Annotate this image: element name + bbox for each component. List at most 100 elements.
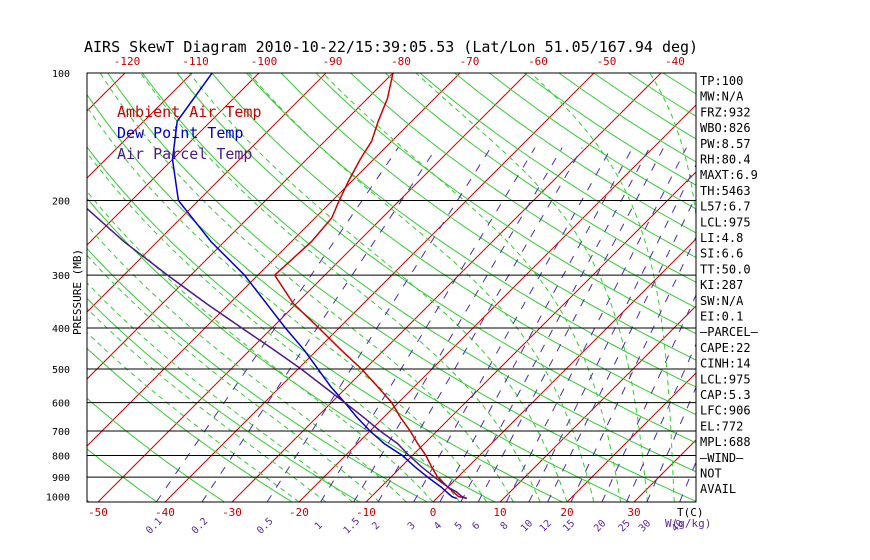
dry-adiabat <box>87 146 563 502</box>
dry-adiabat <box>0 73 22 502</box>
index-label: MAXT:6.9 <box>700 168 758 182</box>
mixing-ratio-line <box>377 147 583 502</box>
pressure-tick-label: 600 <box>52 399 70 410</box>
pressure-tick-label: 700 <box>52 427 70 438</box>
series-line-ambient-air-temp <box>273 73 467 500</box>
isotherm-line <box>0 73 58 502</box>
dry-adiabat <box>315 73 696 335</box>
mixing-ratio-tick-label: 25 <box>617 518 633 534</box>
bottom-temp-tick-label: -30 <box>222 506 242 519</box>
isotherm-line <box>87 73 327 313</box>
dry-adiabat <box>87 347 293 502</box>
top-temp-tick-label: -110 <box>182 55 209 68</box>
index-label: L57:6.7 <box>700 200 751 214</box>
legend-entry: Air Parcel Temp <box>117 145 252 163</box>
dry-adiabat <box>350 73 696 309</box>
isotherm-line <box>87 73 461 447</box>
dry-adiabat <box>87 297 360 502</box>
dry-adiabat <box>87 397 225 502</box>
mixing-ratio-line <box>201 147 437 502</box>
index-label: TH:5463 <box>700 184 751 198</box>
index-label: EL:772 <box>700 419 743 433</box>
dry-adiabat <box>107 73 696 502</box>
mixing-ratio-tick-label: 20 <box>592 518 608 534</box>
moist-adiabat <box>415 73 648 502</box>
mixing-ratio-line <box>266 147 492 502</box>
index-label: CAPE:22 <box>700 341 751 355</box>
isotherm-line <box>633 439 696 502</box>
isotherm-line <box>87 73 260 246</box>
dry-adiabat <box>523 73 696 186</box>
mixing-ratio-tick-label: 12 <box>538 518 554 534</box>
moist-adiabat <box>87 282 353 502</box>
top-temp-tick-label: -60 <box>528 55 548 68</box>
dry-adiabat <box>280 73 696 361</box>
mixing-ratio-tick-label: 2 <box>370 520 382 532</box>
dry-adiabat <box>176 73 696 444</box>
mixing-ratio-line <box>601 293 696 502</box>
legend-entry: Dew Point Temp <box>117 124 243 142</box>
pressure-tick-label: 900 <box>52 473 70 484</box>
bottom-temp-tick-label: 10 <box>493 506 506 519</box>
mixing-ratio-line <box>320 147 536 502</box>
dry-adiabat <box>454 73 696 234</box>
pressure-tick-label: 200 <box>52 197 70 208</box>
top-temp-tick-label: -80 <box>391 55 411 68</box>
isotherm-line <box>432 238 696 502</box>
top-temp-tick-label: -50 <box>597 55 617 68</box>
index-label: FRZ:932 <box>700 105 751 119</box>
bottom-temp-tick-label: -20 <box>289 506 309 519</box>
isotherm-line <box>768 73 870 502</box>
series-line-dew-point-temp <box>171 73 457 500</box>
index-label: MW:N/A <box>700 90 744 104</box>
moist-adiabat <box>87 106 488 502</box>
dry-adiabat <box>211 73 696 416</box>
bottom-temp-tick-label: 0 <box>430 506 437 519</box>
index-label: —WIND— <box>700 451 744 465</box>
legend: Ambient Air Temp Dew Point Temp Air Parcel… <box>117 103 262 163</box>
index-label: WBO:826 <box>700 121 751 135</box>
mixing-ratio-tick-label: 4 <box>432 520 444 532</box>
mixing-ratio-line <box>353 147 563 502</box>
moist-adiabat <box>87 254 380 502</box>
index-label: RH:80.4 <box>700 153 751 167</box>
moist-adiabat <box>322 73 622 502</box>
dry-adiabat <box>246 73 696 388</box>
top-temp-tick-label: -40 <box>665 55 685 68</box>
index-label: KI:287 <box>700 278 743 292</box>
index-label: SW:N/A <box>700 294 744 308</box>
dry-adiabat <box>87 448 158 502</box>
bottom-temp-tick-label: 30 <box>627 506 640 519</box>
index-label: PW:8.57 <box>700 137 751 151</box>
bottom-temp-tick-label: 20 <box>560 506 573 519</box>
moist-adiabat <box>248 73 595 502</box>
index-label: MPL:688 <box>700 435 751 449</box>
top-temp-tick-label: -100 <box>251 55 278 68</box>
mixing-ratio-line <box>155 147 399 502</box>
dry-adiabat <box>141 73 696 473</box>
mixing-ratio-line <box>528 163 696 502</box>
mixing-ratio-tick-label: 0.1 <box>144 516 165 537</box>
index-label: TT:50.0 <box>700 262 751 276</box>
top-temp-tick-label: -70 <box>460 55 480 68</box>
mixing-ratio-tick-label: 6 <box>470 520 482 532</box>
index-label: EI:0.1 <box>700 310 743 324</box>
index-label: NOT <box>700 467 722 481</box>
mixing-ratio-tick-label: 1.5 <box>342 516 363 537</box>
mixing-ratio-tick-label: 30 <box>637 518 653 534</box>
bottom-temp-tick-label: -40 <box>155 506 175 519</box>
mixing-ratio-tick-label: 1 <box>313 520 325 532</box>
dry-adiabat <box>87 93 631 502</box>
legend-entry: Ambient Air Temp <box>117 103 262 121</box>
chart-title: AIRS SkewT Diagram 2010-10-22/15:39:05.5… <box>84 38 698 56</box>
mixing-ratio-tick-label: 15 <box>561 518 577 534</box>
y-axis-label: PRESSURE (MB) <box>71 249 84 335</box>
moist-adiabat <box>99 73 514 502</box>
bottom-temp-tick-label: -50 <box>88 506 108 519</box>
series-line-air-parcel-temp <box>87 207 468 500</box>
pressure-tick-label: 800 <box>52 452 70 463</box>
index-label: —PARCEL— <box>700 325 759 339</box>
pressure-tick-label: 100 <box>52 69 70 80</box>
